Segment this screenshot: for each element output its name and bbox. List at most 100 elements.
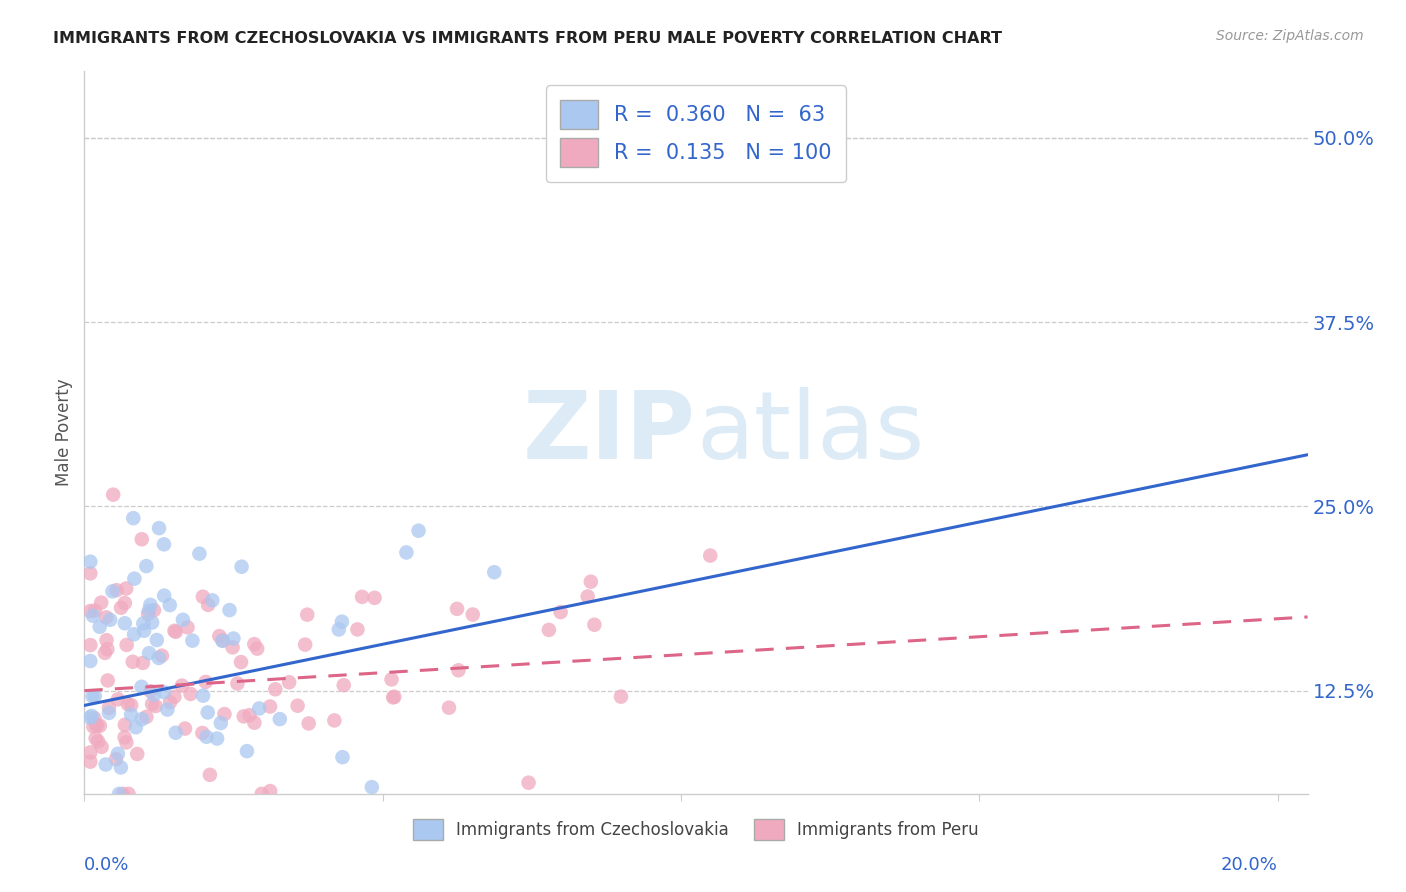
Point bbox=[232, 709, 254, 723]
Point bbox=[80, 709, 103, 723]
Text: Source: ZipAtlas.com: Source: ZipAtlas.com bbox=[1216, 29, 1364, 43]
Point bbox=[360, 780, 382, 794]
Point bbox=[97, 700, 120, 714]
Point bbox=[143, 603, 166, 617]
Point bbox=[115, 735, 138, 749]
Point bbox=[159, 598, 181, 612]
Point bbox=[382, 690, 405, 705]
Point bbox=[250, 787, 273, 801]
Point bbox=[135, 559, 157, 574]
Point bbox=[382, 690, 405, 704]
Point bbox=[84, 717, 107, 731]
Point bbox=[264, 682, 287, 697]
Point bbox=[114, 718, 136, 732]
Point bbox=[517, 775, 540, 789]
Point bbox=[79, 755, 101, 769]
Point bbox=[89, 620, 111, 634]
Point bbox=[259, 784, 281, 798]
Point bbox=[96, 633, 118, 648]
Point bbox=[120, 698, 142, 712]
Point bbox=[101, 584, 124, 599]
Point bbox=[236, 744, 259, 758]
Point bbox=[222, 632, 245, 646]
Point bbox=[139, 684, 162, 698]
Point bbox=[96, 610, 118, 624]
Point bbox=[79, 604, 101, 618]
Point bbox=[132, 656, 155, 670]
Point bbox=[188, 547, 211, 561]
Point bbox=[247, 701, 270, 715]
Point bbox=[330, 615, 353, 629]
Point bbox=[197, 706, 219, 720]
Point bbox=[146, 633, 169, 648]
Point bbox=[110, 760, 132, 774]
Point bbox=[165, 624, 187, 639]
Point bbox=[122, 627, 145, 641]
Point bbox=[550, 605, 572, 619]
Point bbox=[82, 690, 104, 704]
Point bbox=[104, 752, 127, 766]
Point bbox=[117, 787, 139, 801]
Point bbox=[115, 582, 138, 596]
Point bbox=[176, 620, 198, 634]
Point bbox=[221, 640, 243, 655]
Point bbox=[211, 633, 233, 648]
Point bbox=[83, 603, 105, 617]
Point bbox=[150, 648, 173, 663]
Point bbox=[346, 623, 368, 637]
Point bbox=[209, 716, 232, 731]
Point bbox=[115, 638, 138, 652]
Point bbox=[97, 673, 120, 688]
Point bbox=[138, 646, 160, 660]
Point bbox=[79, 555, 101, 569]
Point bbox=[197, 598, 219, 612]
Point bbox=[153, 589, 176, 603]
Point bbox=[191, 726, 214, 740]
Point bbox=[363, 591, 385, 605]
Text: IMMIGRANTS FROM CZECHOSLOVAKIA VS IMMIGRANTS FROM PERU MALE POVERTY CORRELATION : IMMIGRANTS FROM CZECHOSLOVAKIA VS IMMIGR… bbox=[53, 31, 1002, 46]
Point bbox=[576, 590, 599, 604]
Point bbox=[243, 637, 266, 651]
Point bbox=[114, 596, 136, 610]
Point bbox=[447, 663, 470, 677]
Point bbox=[181, 633, 204, 648]
Point bbox=[79, 746, 101, 760]
Point bbox=[170, 679, 193, 693]
Point bbox=[111, 787, 134, 801]
Point bbox=[294, 638, 316, 652]
Point bbox=[148, 521, 170, 535]
Point bbox=[194, 675, 217, 690]
Point bbox=[94, 646, 117, 660]
Point bbox=[96, 642, 118, 657]
Point bbox=[246, 641, 269, 656]
Point bbox=[208, 629, 231, 643]
Point bbox=[94, 757, 117, 772]
Point bbox=[243, 715, 266, 730]
Point bbox=[108, 787, 131, 801]
Point bbox=[117, 697, 139, 711]
Point bbox=[198, 768, 221, 782]
Point bbox=[205, 731, 228, 746]
Point bbox=[103, 488, 125, 502]
Point bbox=[83, 711, 105, 725]
Point bbox=[287, 698, 309, 713]
Point bbox=[139, 598, 162, 612]
Point bbox=[86, 718, 108, 732]
Point bbox=[610, 690, 633, 704]
Point bbox=[226, 676, 249, 690]
Point bbox=[153, 537, 176, 551]
Point bbox=[461, 607, 484, 622]
Point bbox=[79, 638, 101, 652]
Point bbox=[105, 583, 128, 598]
Point bbox=[159, 695, 181, 709]
Point bbox=[84, 731, 107, 746]
Point bbox=[323, 714, 346, 728]
Point bbox=[408, 524, 430, 538]
Point bbox=[165, 725, 187, 739]
Point bbox=[90, 596, 112, 610]
Point bbox=[537, 623, 560, 637]
Point bbox=[195, 730, 218, 744]
Point bbox=[191, 590, 214, 604]
Point bbox=[332, 678, 354, 692]
Point bbox=[172, 613, 194, 627]
